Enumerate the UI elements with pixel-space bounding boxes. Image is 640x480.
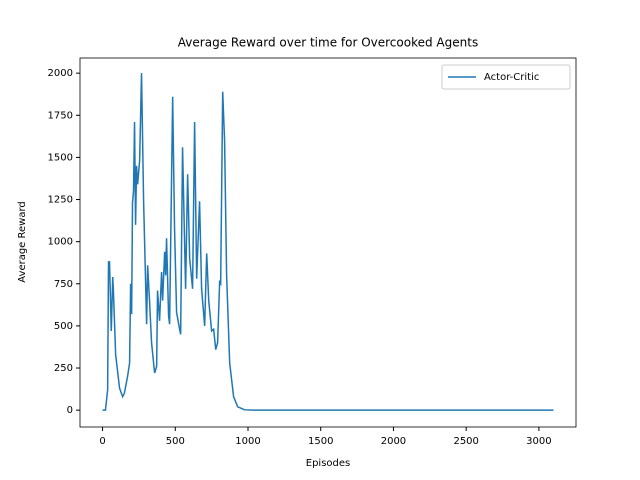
x-axis-label: Episodes — [306, 458, 350, 469]
y-tick-label: 1000 — [48, 237, 73, 248]
legend-box — [441, 64, 571, 90]
x-tick-label: 1000 — [235, 436, 260, 447]
x-tick-label: 0 — [99, 436, 105, 447]
chart-title: Average Reward over time for Overcooked … — [178, 36, 478, 50]
plot-frame — [79, 57, 577, 428]
data-line — [102, 73, 554, 411]
x-tick-label: 500 — [166, 436, 185, 447]
x-tick-label: 1500 — [308, 436, 333, 447]
x-tick-label: 2500 — [453, 436, 478, 447]
y-tick-label: 1750 — [48, 110, 73, 121]
y-tick-label: 0 — [67, 405, 73, 416]
y-tick-label: 1500 — [48, 152, 73, 163]
y-axis-label: Average Reward — [17, 201, 28, 282]
y-tick-label: 2000 — [48, 68, 73, 79]
y-tick-label: 500 — [54, 321, 73, 332]
y-tick-label: 250 — [54, 363, 73, 374]
y-tick-label: 1250 — [48, 195, 73, 206]
y-tick-label: 750 — [54, 279, 73, 290]
x-tick-label: 2000 — [381, 436, 406, 447]
x-tick-label: 3000 — [526, 436, 551, 447]
legend-label: Actor-Critic — [484, 72, 539, 83]
